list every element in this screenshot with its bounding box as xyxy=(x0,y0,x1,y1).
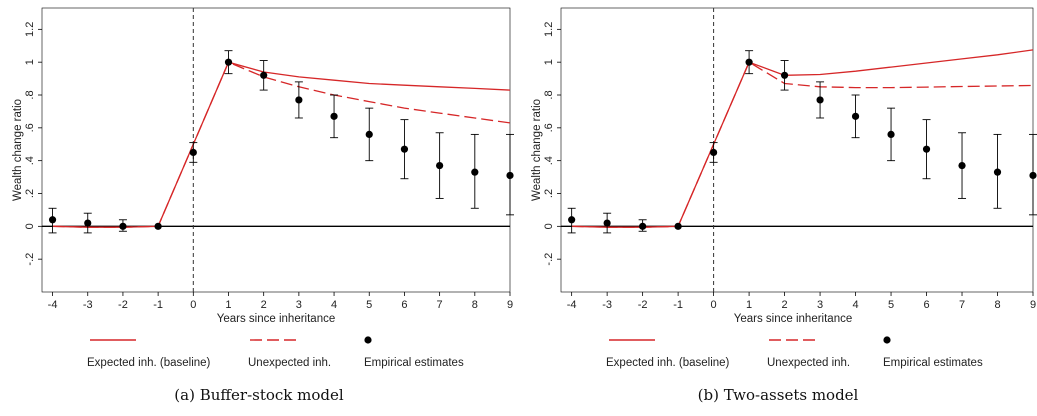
empirical-point xyxy=(295,96,303,104)
empirical-point xyxy=(48,216,57,224)
legend-label-unexpected: Unexpected inh. xyxy=(767,357,850,369)
empirical-point xyxy=(603,219,611,227)
y-tick-label: 1.2 xyxy=(543,22,555,37)
y-tick-label: .6 xyxy=(24,123,36,132)
x-tick-label: -3 xyxy=(602,299,612,311)
x-tick-label: 1 xyxy=(225,299,231,311)
x-tick-label: -3 xyxy=(83,299,93,311)
empirical-point xyxy=(745,58,753,66)
y-tick-label: -.2 xyxy=(24,253,36,266)
legend-label-empirical: Empirical estimates xyxy=(364,357,464,369)
y-tick-label: .2 xyxy=(24,189,36,198)
x-tick-label: -4 xyxy=(48,299,58,311)
empirical-point xyxy=(365,130,373,139)
empirical-point xyxy=(674,222,682,230)
x-tick-label: 0 xyxy=(190,299,196,311)
x-tick-label: 4 xyxy=(852,299,858,311)
x-tick-label: 8 xyxy=(994,299,1000,311)
empirical-point xyxy=(400,145,409,153)
empirical-point xyxy=(436,161,444,170)
empirical-point xyxy=(922,145,931,153)
y-tick-label: 1 xyxy=(543,59,555,65)
chart-panel-b: Wealth change ratio Years since inherita… xyxy=(519,0,1037,416)
legend-swatch-empirical xyxy=(883,336,891,344)
caption-panel-b: (b) Two-assets model xyxy=(697,386,859,404)
legend-label-expected: Expected inh. (baseline) xyxy=(606,357,730,369)
empirical-point xyxy=(851,112,860,120)
empirical-point xyxy=(471,168,479,176)
empirical-point xyxy=(506,171,514,180)
x-tick-label: 8 xyxy=(472,299,478,311)
y-tick-label: .8 xyxy=(24,90,36,99)
y-axis-title: Wealth change ratio xyxy=(12,99,24,201)
x-tick-label: -1 xyxy=(673,299,683,311)
legend-label-expected: Expected inh. (baseline) xyxy=(87,357,211,369)
y-tick-label: 1.2 xyxy=(24,22,36,37)
legend-label-empirical: Empirical estimates xyxy=(883,357,983,369)
x-tick-label: 1 xyxy=(746,299,752,311)
x-tick-label: 2 xyxy=(261,299,267,311)
x-tick-label: 6 xyxy=(923,299,929,311)
empirical-point xyxy=(154,222,162,230)
empirical-point xyxy=(1029,171,1037,180)
empirical-point xyxy=(887,130,895,139)
y-tick-label: 1 xyxy=(24,59,36,65)
x-axis-title: Years since inheritance xyxy=(217,313,335,325)
x-tick-label: 0 xyxy=(711,299,717,311)
empirical-point xyxy=(119,222,127,230)
x-tick-label: 5 xyxy=(366,299,372,311)
x-tick-label: -4 xyxy=(567,299,577,311)
empirical-point xyxy=(816,96,824,104)
x-tick-label: -1 xyxy=(153,299,163,311)
empirical-point xyxy=(224,58,233,66)
empirical-point xyxy=(189,148,197,157)
unexpected-inh-line xyxy=(571,61,1034,228)
empirical-point xyxy=(710,148,718,157)
empirical-point xyxy=(958,161,966,170)
x-tick-label: -2 xyxy=(638,299,648,311)
x-tick-label: 3 xyxy=(817,299,823,311)
x-tick-label: 2 xyxy=(782,299,788,311)
y-tick-label: .8 xyxy=(543,90,555,99)
y-tick-label: .2 xyxy=(543,189,555,198)
chart-b-svg: Wealth change ratio Years since inherita… xyxy=(531,7,1037,369)
x-tick-label: -2 xyxy=(118,299,128,311)
empirical-point xyxy=(639,222,647,230)
empirical-point xyxy=(330,112,338,120)
empirical-point xyxy=(84,219,92,227)
y-tick-label: .6 xyxy=(543,123,555,132)
empirical-point xyxy=(568,216,576,224)
x-tick-label: 3 xyxy=(296,299,302,311)
y-axis-title: Wealth change ratio xyxy=(531,99,543,201)
expected-inh-line xyxy=(52,61,511,228)
x-tick-label: 7 xyxy=(437,299,443,311)
y-tick-label: .4 xyxy=(24,156,36,165)
legend-label-unexpected: Unexpected inh. xyxy=(248,357,331,369)
y-tick-label: -.2 xyxy=(543,253,555,266)
empirical-point xyxy=(993,168,1002,176)
caption-panel-a: (a) Buffer-stock model xyxy=(174,386,344,404)
x-tick-label: 6 xyxy=(401,299,407,311)
x-axis-title: Years since inheritance xyxy=(734,313,852,325)
chart-a-svg: Wealth change ratio Years since inherita… xyxy=(12,7,514,369)
empirical-point xyxy=(260,71,268,79)
y-tick-label: 0 xyxy=(24,223,36,229)
x-tick-label: 4 xyxy=(331,299,337,311)
x-tick-label: 7 xyxy=(959,299,965,311)
legend-swatch-empirical xyxy=(364,336,372,344)
expected-inh-line xyxy=(571,49,1034,228)
x-tick-label: 9 xyxy=(507,299,513,311)
x-tick-label: 9 xyxy=(1030,299,1036,311)
chart-panel-a: Wealth change ratio Years since inherita… xyxy=(0,0,518,416)
empirical-point xyxy=(780,71,789,79)
y-tick-label: .4 xyxy=(543,156,555,165)
unexpected-inh-line xyxy=(52,61,511,228)
y-tick-label: 0 xyxy=(543,223,555,229)
x-tick-label: 5 xyxy=(888,299,894,311)
